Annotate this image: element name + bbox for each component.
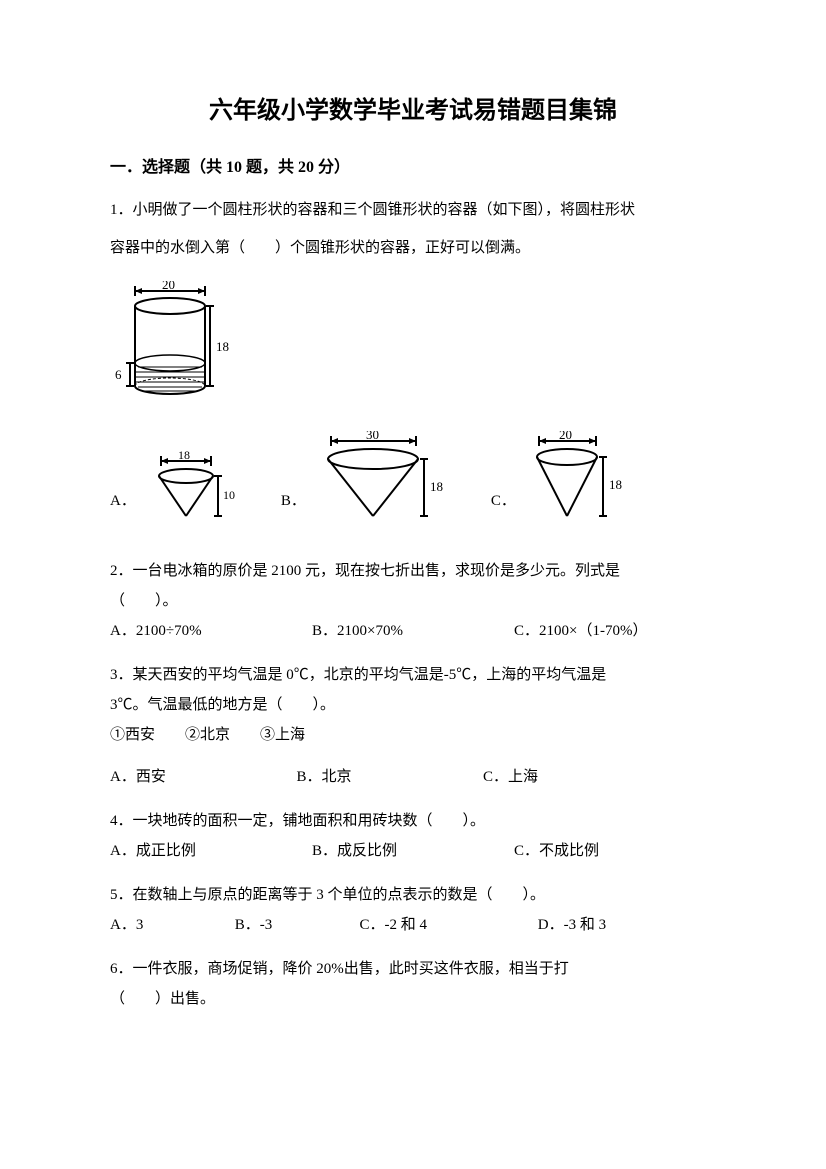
q3-optA: A．西安 [110, 762, 296, 792]
q3-optC: C．上海 [483, 762, 716, 792]
cyl-h-label: 18 [216, 339, 229, 354]
q4-optA: A．成正比例 [110, 836, 312, 866]
q3-line2: 3℃。气温最低的地方是（ ）。 [110, 690, 716, 720]
svg-text:18: 18 [178, 451, 190, 462]
q5-optD: D．-3 和 3 [538, 910, 716, 940]
q4-optB: B．成反比例 [312, 836, 514, 866]
q5-optC: C．-2 和 4 [360, 910, 538, 940]
svg-text:18: 18 [430, 479, 443, 494]
question-1: 1．小明做了一个圆柱形状的容器和三个圆锥形状的容器（如下图），将圆柱形状 容器中… [110, 195, 716, 526]
option-c-figure: C． 20 18 [491, 431, 631, 526]
cylinder-figure: 20 18 6 [110, 281, 716, 401]
svg-text:20: 20 [559, 431, 572, 442]
q1-optA-label: A． [110, 486, 136, 516]
q3-optB: B．北京 [296, 762, 482, 792]
q1-text-line1: 1．小明做了一个圆柱形状的容器和三个圆锥形状的容器（如下图），将圆柱形状 [110, 195, 716, 225]
page-title: 六年级小学数学毕业考试易错题目集锦 [110, 90, 716, 125]
q5-optA: A．3 [110, 910, 235, 940]
cone-options-row: A． 18 10 B． [110, 431, 716, 526]
q2-line2: （ ）。 [110, 586, 716, 616]
question-3: 3．某天西安的平均气温是 0℃，北京的平均气温是-5℃，上海的平均气温是 3℃。… [110, 660, 716, 792]
cyl-water-label: 6 [115, 367, 122, 382]
question-2: 2．一台电冰箱的原价是 2100 元，现在按七折出售，求现价是多少元。列式是 （… [110, 556, 716, 646]
svg-text:30: 30 [366, 431, 379, 442]
svg-text:18: 18 [609, 477, 622, 492]
q5-text: 5．在数轴上与原点的距离等于 3 个单位的点表示的数是（ ）。 [110, 880, 716, 910]
q3-choices: ①西安 ②北京 ③上海 [110, 720, 716, 750]
q2-optC: C．2100×（1-70%） [514, 616, 716, 646]
q2-line1: 2．一台电冰箱的原价是 2100 元，现在按七折出售，求现价是多少元。列式是 [110, 556, 716, 586]
q2-optA: A．2100÷70% [110, 616, 312, 646]
q6-line1: 6．一件衣服，商场促销，降价 20%出售，此时买这件衣服，相当于打 [110, 954, 716, 984]
section-header: 一．选择题（共 10 题，共 20 分） [110, 153, 716, 177]
q4-optC: C．不成比例 [514, 836, 716, 866]
q1-optB-label: B． [281, 486, 306, 516]
q5-optB: B．-3 [235, 910, 360, 940]
cyl-top-label: 20 [162, 281, 175, 292]
q6-line2: （ ）出售。 [110, 984, 716, 1014]
question-5: 5．在数轴上与原点的距离等于 3 个单位的点表示的数是（ ）。 A．3 B．-3… [110, 880, 716, 940]
q4-text: 4．一块地砖的面积一定，铺地面积和用砖块数（ ）。 [110, 806, 716, 836]
svg-text:10: 10 [223, 488, 235, 502]
q3-line1: 3．某天西安的平均气温是 0℃，北京的平均气温是-5℃，上海的平均气温是 [110, 660, 716, 690]
option-a-figure: A． 18 10 [110, 451, 241, 526]
question-6: 6．一件衣服，商场促销，降价 20%出售，此时买这件衣服，相当于打 （ ）出售。 [110, 954, 716, 1014]
q1-text-line2: 容器中的水倒入第（ ）个圆锥形状的容器，正好可以倒满。 [110, 233, 716, 263]
option-b-figure: B． 30 18 [281, 431, 451, 526]
q2-optB: B．2100×70% [312, 616, 514, 646]
question-4: 4．一块地砖的面积一定，铺地面积和用砖块数（ ）。 A．成正比例 B．成反比例 … [110, 806, 716, 866]
q1-optC-label: C． [491, 486, 516, 516]
